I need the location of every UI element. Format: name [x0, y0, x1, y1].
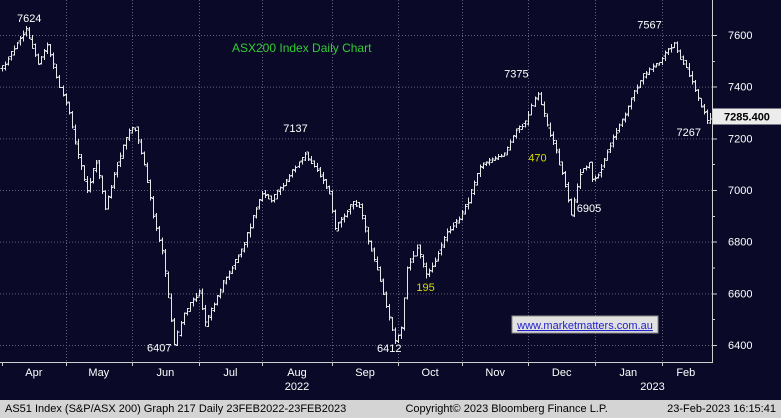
chart-title: ASX200 Index Daily Chart	[232, 41, 372, 55]
ohlc-bars	[0, 25, 713, 347]
svg-text:470: 470	[528, 153, 546, 165]
svg-text:7624: 7624	[17, 13, 41, 25]
svg-text:Apr: Apr	[25, 367, 42, 379]
last-price-box	[713, 108, 781, 125]
axes	[0, 0, 717, 366]
svg-text:Nov: Nov	[485, 367, 505, 379]
svg-text:195: 195	[416, 282, 434, 294]
status-right: 23-Feb-2023 16:15:41	[667, 403, 776, 415]
svg-text:7400: 7400	[728, 82, 752, 94]
svg-text:May: May	[88, 367, 109, 379]
svg-text:Aug: Aug	[287, 367, 307, 379]
chart-annotations: 7624 7137 7375 7567 7267 6407 6412 6905 470 195	[17, 13, 701, 355]
svg-text:6407: 6407	[147, 343, 171, 355]
svg-text:7137: 7137	[283, 123, 307, 135]
watermark-link[interactable]: www.marketmatters.com.au	[511, 315, 659, 334]
svg-text:Jan: Jan	[619, 367, 637, 379]
price-chart: 7600 7400 7200 7000 6800 6600 6400 Apr May Jun Jul…	[0, 0, 781, 393]
svg-text:6400: 6400	[728, 340, 752, 352]
svg-text:2022: 2022	[285, 381, 309, 393]
watermark-box	[511, 315, 659, 334]
svg-text:Feb: Feb	[676, 367, 695, 379]
svg-text:Sep: Sep	[355, 367, 375, 379]
chart-generated-layers: 7600 7400 7200 7000 6800 6600 6400 Apr May Jun Jul…	[0, 0, 752, 393]
status-center: Copyright© 2023 Bloomberg Finance L.P.	[405, 403, 608, 415]
svg-text:7600: 7600	[728, 30, 752, 42]
svg-text:Oct: Oct	[422, 367, 439, 379]
svg-text:Jun: Jun	[157, 367, 175, 379]
watermark-url[interactable]: www.marketmatters.com.au	[516, 320, 653, 332]
status-left: AS51 Index (S&P/ASX 200) Graph 217 Daily…	[5, 403, 347, 415]
svg-text:Dec: Dec	[552, 367, 572, 379]
svg-text:7200: 7200	[728, 133, 752, 145]
svg-text:7375: 7375	[504, 69, 528, 81]
svg-text:2023: 2023	[640, 381, 664, 393]
svg-text:6905: 6905	[577, 203, 601, 215]
svg-text:6600: 6600	[728, 288, 752, 300]
svg-text:7000: 7000	[728, 185, 752, 197]
svg-text:6800: 6800	[728, 237, 752, 249]
svg-text:6412: 6412	[377, 343, 401, 355]
last-price-value: 7285.400	[724, 111, 770, 123]
x-axis-labels: Apr May Jun Jul Aug Sep Oct Nov Dec Jan Feb 2022 202…	[25, 367, 695, 393]
last-price-callout: 7285.400	[713, 108, 781, 125]
svg-text:Jul: Jul	[223, 367, 237, 379]
svg-text:7567: 7567	[637, 20, 661, 32]
svg-text:7267: 7267	[677, 127, 701, 139]
y-axis-labels: 7600 7400 7200 7000 6800 6600 6400	[728, 30, 752, 352]
status-bar: AS51 Index (S&P/ASX 200) Graph 217 Daily…	[0, 400, 781, 418]
